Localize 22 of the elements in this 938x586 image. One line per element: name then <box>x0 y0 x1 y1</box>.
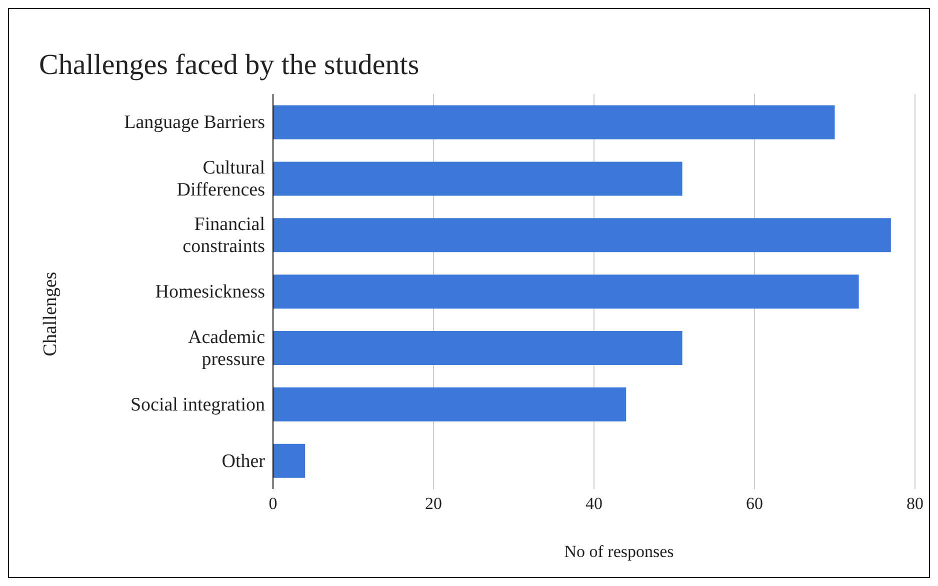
x-axis-title: No of responses <box>563 542 675 562</box>
y-tick-label: Homesickness <box>155 281 265 302</box>
bar <box>273 105 835 140</box>
y-tick-label: Cultural Differences <box>176 157 265 200</box>
bar <box>273 387 626 422</box>
bar <box>273 274 859 309</box>
chart-title: Challenges faced by the students <box>39 49 420 82</box>
y-axis-title: Challenges <box>40 272 62 356</box>
x-tick-label: 80 <box>906 494 924 514</box>
x-tick-label: 60 <box>746 494 763 514</box>
x-tick-label: 0 <box>268 494 278 514</box>
x-tick-label: 40 <box>586 494 602 514</box>
bar <box>273 218 891 252</box>
y-tick-label: Social integration <box>130 394 266 415</box>
y-tick-label: Academic pressure <box>188 326 265 370</box>
bar <box>273 444 306 478</box>
x-tick-label: 20 <box>425 494 442 514</box>
y-tick-label: Other <box>222 450 266 472</box>
y-tick-label: Language Barriers <box>124 112 265 133</box>
bar <box>273 162 682 196</box>
y-tick-label: Financial constraints <box>182 214 265 257</box>
bar <box>273 331 682 365</box>
